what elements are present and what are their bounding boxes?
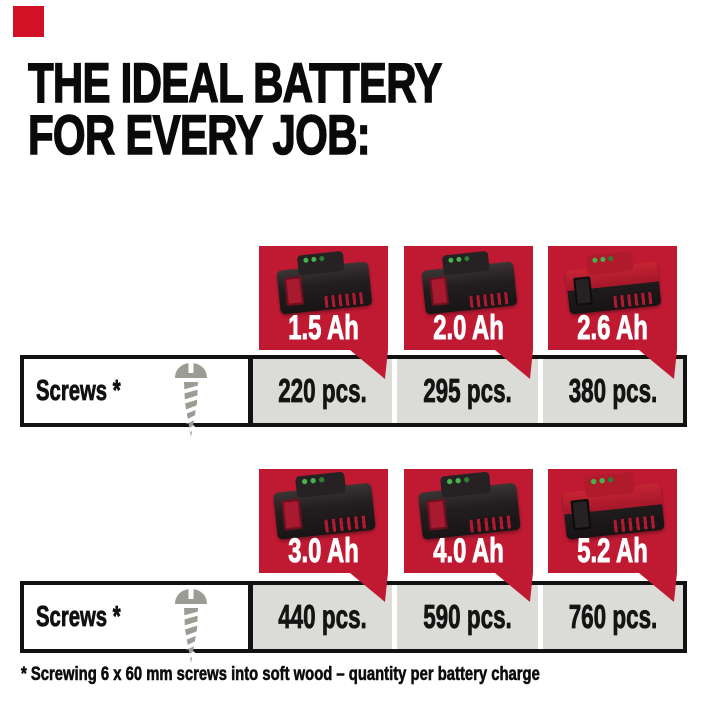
- count-cell: 760 pcs.: [543, 585, 683, 649]
- screw-count: 440 pcs.: [278, 598, 367, 636]
- battery-card: 4.0 Ah: [404, 469, 533, 602]
- battery-capacity-label: 5.2 Ah: [577, 532, 648, 570]
- screws-label: Screws *: [36, 375, 121, 408]
- title-line-1: THE IDEAL BATTERY: [27, 51, 442, 114]
- battery-capacity-label: 1.5 Ah: [288, 309, 359, 347]
- screws-table-row-1: Screws * 220 pcs. 295 pcs. 380 pcs.: [20, 355, 687, 437]
- screw-count: 295 pcs.: [423, 372, 512, 410]
- screw-count: 760 pcs.: [568, 598, 658, 636]
- title-line-2: FOR EVERY JOB:: [27, 103, 371, 166]
- screw-count: 380 pcs.: [568, 372, 658, 410]
- battery-card: 5.2 Ah: [548, 469, 677, 602]
- page-title: THE IDEAL BATTERY FOR EVERY JOB:: [27, 51, 442, 166]
- battery-card: 3.0 Ah: [259, 469, 388, 602]
- count-cell: 440 pcs.: [253, 585, 392, 649]
- count-cell: 220 pcs.: [253, 359, 392, 423]
- count-cell: 590 pcs.: [397, 585, 538, 649]
- battery-capacity-label: 3.0 Ah: [288, 532, 359, 570]
- screws-label: Screws *: [36, 601, 121, 634]
- screw-icon: [175, 588, 207, 663]
- battery-capacity-label: 4.0 Ah: [433, 532, 504, 570]
- screw-icon: [175, 362, 207, 437]
- count-cell: 295 pcs.: [397, 359, 538, 423]
- battery-capacity-label: 2.0 Ah: [433, 309, 504, 347]
- battery-capacity-label: 2.6 Ah: [577, 309, 648, 347]
- screw-count: 220 pcs.: [278, 372, 367, 410]
- battery-card: 1.5 Ah: [259, 246, 388, 379]
- count-cell: 380 pcs.: [543, 359, 683, 423]
- battery-card: 2.0 Ah: [404, 246, 533, 379]
- footnote: * Screwing 6 x 60 mm screws into soft wo…: [21, 664, 540, 686]
- screws-table-row-2: Screws * 440 pcs. 590 pcs. 760 pcs.: [20, 581, 687, 663]
- brand-logo-square: [13, 6, 44, 37]
- battery-card: 2.6 Ah: [548, 246, 677, 379]
- screw-count: 590 pcs.: [423, 598, 512, 636]
- row-label-cell: Screws *: [24, 359, 253, 437]
- row-label-cell: Screws *: [24, 585, 253, 663]
